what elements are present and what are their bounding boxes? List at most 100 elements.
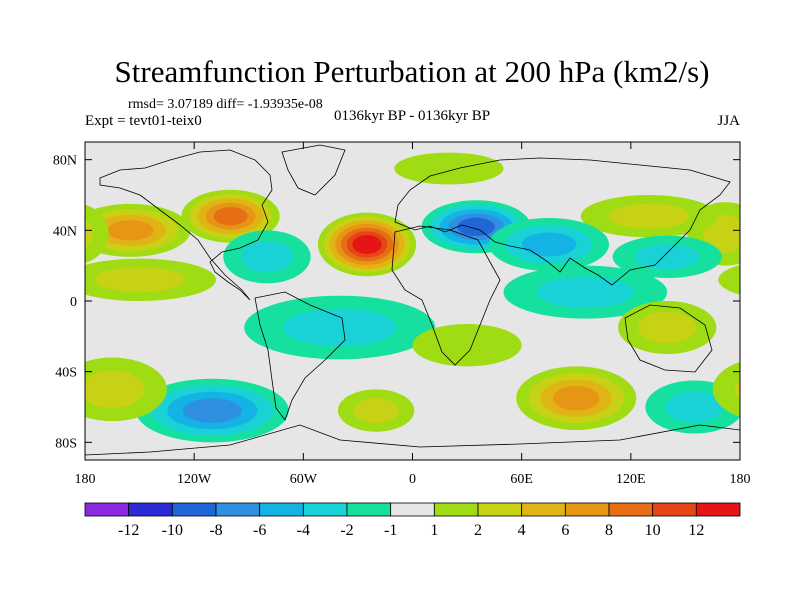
field-anomaly-14 <box>135 378 289 443</box>
colorbar-label: -12 <box>118 522 139 539</box>
field-contour-band <box>107 220 154 241</box>
field-anomaly-10 <box>488 217 609 271</box>
colorbar-label: 4 <box>518 522 526 539</box>
colorbar-swatch <box>171 502 217 517</box>
field-contour-band <box>412 323 522 367</box>
field-contour-band <box>635 244 700 270</box>
field-contour-band <box>352 235 382 254</box>
field-contour-band-wrap <box>85 219 93 249</box>
colorbar-label: 8 <box>605 522 613 539</box>
x-tick-label: 120W <box>177 472 212 487</box>
colorbar-swatch <box>128 502 173 517</box>
x-tick-label: 180 <box>730 472 751 487</box>
season-label: JJA <box>717 113 740 129</box>
colorbar-swatch <box>346 502 392 517</box>
field-contour-band <box>665 391 724 423</box>
colorbar-swatch <box>302 502 348 517</box>
coastline-australia <box>624 304 713 373</box>
field-anomaly-13 <box>244 295 436 360</box>
y-tick-label: 0 <box>70 295 77 310</box>
y-tick-label: 80N <box>53 154 77 169</box>
field-anomaly-5 <box>580 195 718 238</box>
map-plot-area: 180 120W 60W 0 60E 120E 180 80N 40N 0 40S 80S <box>11 141 800 487</box>
field-contour-band <box>608 203 690 229</box>
field-anomaly-2 <box>181 189 280 243</box>
x-tick-label: 60E <box>510 472 533 487</box>
field-contour-band-wrap <box>737 223 740 237</box>
field-contour-band-wrap <box>718 264 740 295</box>
field-contour-band <box>457 217 495 236</box>
colorbar-swatch <box>477 502 523 517</box>
field-anomaly-1 <box>317 212 417 277</box>
y-tick-label: 80S <box>55 436 77 451</box>
field-contour-band <box>702 215 740 253</box>
colorbar-swatch <box>84 502 130 517</box>
y-tick-label: 40N <box>53 224 77 239</box>
coastline-eurasia <box>394 157 731 286</box>
x-tick-label: 120E <box>616 472 646 487</box>
colorbar-label: 1 <box>430 522 438 539</box>
field-contour-band <box>94 267 185 293</box>
field-contour-band <box>283 308 397 347</box>
colorbar-label: -6 <box>253 522 266 539</box>
field-contour-band-wrap <box>85 397 89 417</box>
field-anomaly-7 <box>85 258 800 301</box>
axis-ticks: 180 120W 60W 0 60E 120E 180 80N 40N 0 40S 80S <box>53 142 751 487</box>
colorbar-label: 6 <box>561 522 569 539</box>
colorbar-swatch <box>521 502 566 517</box>
field-contour-band <box>638 311 697 344</box>
coastline-greenland <box>281 144 346 196</box>
colorbar-label: 12 <box>688 522 704 539</box>
coastlines <box>85 144 740 456</box>
field-anomaly-8 <box>223 230 311 284</box>
colorbar: -12 -10 -8 -6 -4 -2 -1 1 2 4 6 8 10 12 <box>84 502 741 539</box>
coastline-africa <box>391 225 501 366</box>
colorbar-swatch <box>564 502 610 517</box>
field-anomaly-20 <box>412 323 522 367</box>
colorbar-swatch <box>390 502 435 517</box>
period-label: 0136kyr BP - 0136kyr BP <box>334 108 490 124</box>
colorbar-label: 2 <box>474 522 482 539</box>
colorbar-swatch <box>608 502 654 517</box>
colorbar-swatch <box>433 502 479 517</box>
field-contour-band <box>353 398 399 424</box>
field-anomaly-12 <box>612 235 722 279</box>
chart-title: Streamfunction Perturbation at 200 hPa (… <box>115 54 710 89</box>
x-tick-label: 60W <box>290 472 318 487</box>
coastline-antarctica <box>85 424 740 456</box>
x-tick-label: 0 <box>409 472 416 487</box>
colorbar-label: -10 <box>162 522 183 539</box>
colorbar-label: 10 <box>645 522 661 539</box>
colorbar-label: -1 <box>384 522 397 539</box>
field-contour-band-wrap <box>85 204 109 264</box>
colorbar-swatch <box>652 502 697 517</box>
field-contour-band-wrap <box>11 391 69 422</box>
field-contour-band-wrap <box>762 220 800 240</box>
field-contour-band <box>521 232 577 257</box>
x-tick-label: 180 <box>75 472 96 487</box>
coastline-south-america <box>254 291 346 421</box>
field-contour-band <box>213 207 248 226</box>
field-anomaly-16 <box>516 366 637 430</box>
field-contour-band <box>241 241 293 273</box>
coastline-north-america <box>99 149 273 301</box>
field-anomaly-11 <box>503 265 668 319</box>
field-contour-band-wrap <box>749 267 800 292</box>
field-contour-band <box>537 276 634 308</box>
y-tick-label: 40S <box>55 366 77 381</box>
streamfunction-field <box>11 152 800 443</box>
field-anomaly-19 <box>337 389 415 432</box>
field-anomaly-15 <box>618 301 717 354</box>
colorbar-swatch <box>695 502 741 517</box>
experiment-label: Expt = tevt01-teix0 <box>85 113 202 129</box>
field-contour-band <box>394 152 504 185</box>
field-anomaly-6 <box>394 152 504 185</box>
field-contour-band <box>553 385 600 411</box>
colorbar-swatch <box>259 502 304 517</box>
colorbar-swatch <box>215 502 261 517</box>
colorbar-label: -8 <box>209 522 222 539</box>
field-contour-band <box>182 398 242 423</box>
field-contour-band-wrap <box>735 379 740 400</box>
field-contour-band <box>85 370 145 409</box>
